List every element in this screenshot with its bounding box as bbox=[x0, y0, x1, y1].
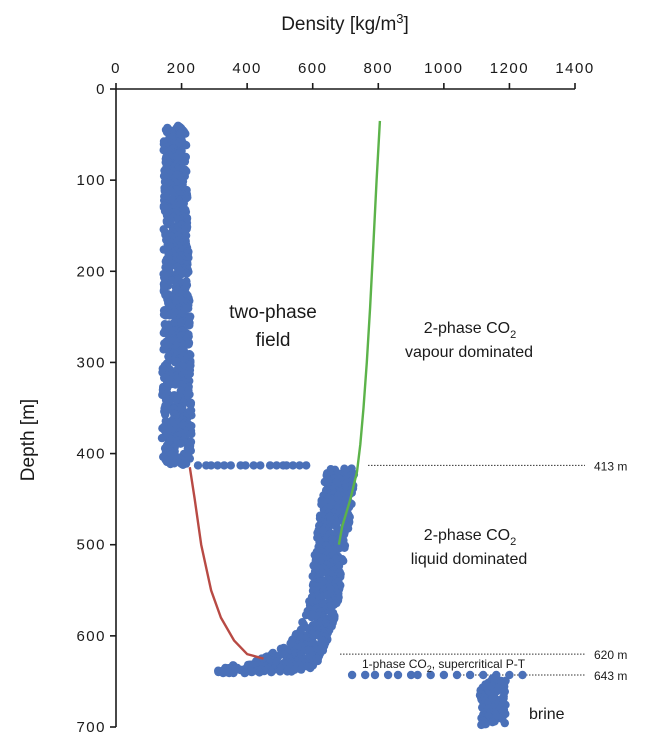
x-tick-label: 600 bbox=[298, 60, 328, 77]
y-tick-label: 500 bbox=[76, 537, 106, 554]
two-phase-label-line2: field bbox=[256, 330, 291, 351]
data-point bbox=[370, 670, 380, 680]
data-point bbox=[181, 141, 191, 150]
data-point bbox=[518, 670, 527, 680]
data-point bbox=[249, 461, 258, 470]
x-tick-label: 200 bbox=[167, 60, 197, 77]
x-tick-label: 1200 bbox=[490, 60, 529, 77]
data-point bbox=[182, 269, 191, 278]
data-point bbox=[479, 670, 488, 680]
depth-markers: 413 m 620 m 643 m bbox=[340, 459, 627, 683]
data-point bbox=[184, 320, 193, 329]
data-point bbox=[340, 543, 349, 552]
data-point bbox=[426, 670, 435, 680]
data-point bbox=[193, 461, 203, 470]
data-point bbox=[240, 668, 249, 678]
data-point bbox=[361, 670, 370, 680]
data-point bbox=[256, 461, 265, 470]
y-tick-label: 100 bbox=[76, 172, 106, 189]
vapour-boundary-curve bbox=[337, 120, 382, 545]
data-point bbox=[265, 461, 275, 470]
data-point bbox=[220, 461, 229, 470]
data-point bbox=[406, 670, 416, 680]
data-point bbox=[225, 668, 234, 678]
data-point bbox=[295, 461, 304, 470]
y-axis-title: Depth [m] bbox=[18, 399, 39, 481]
liquid-boundary-curve bbox=[188, 467, 264, 660]
data-point bbox=[465, 670, 475, 680]
x-tick-label: 0 bbox=[111, 60, 121, 77]
data-point bbox=[218, 668, 228, 678]
depth-marker-label: 643 m bbox=[594, 669, 627, 683]
data-point bbox=[255, 668, 264, 677]
data-point bbox=[452, 670, 462, 680]
data-point bbox=[297, 665, 306, 674]
data-point bbox=[159, 328, 168, 338]
measured-density-points bbox=[157, 121, 527, 730]
data-point bbox=[206, 461, 216, 470]
data-point bbox=[393, 670, 403, 680]
data-point bbox=[161, 410, 170, 419]
x-tick-label: 800 bbox=[364, 60, 394, 77]
vapour-label-line2: vapour dominated bbox=[405, 344, 533, 361]
two-phase-label-line1: two-phase bbox=[229, 302, 317, 323]
data-point bbox=[306, 663, 315, 673]
data-point bbox=[302, 461, 311, 470]
data-point bbox=[307, 612, 316, 622]
data-point bbox=[241, 461, 250, 470]
x-tick-label: 1400 bbox=[555, 60, 594, 77]
data-point bbox=[275, 667, 285, 676]
data-point bbox=[413, 670, 422, 680]
y-axis-ticks: 0 100 200 300 400 500 600 700 bbox=[76, 81, 116, 736]
x-tick-label: 400 bbox=[232, 60, 262, 77]
data-point bbox=[226, 461, 235, 470]
data-point bbox=[213, 461, 222, 470]
y-tick-label: 0 bbox=[96, 81, 106, 98]
data-point bbox=[282, 461, 291, 470]
data-point bbox=[439, 670, 449, 680]
data-point bbox=[383, 670, 393, 680]
model-curves bbox=[188, 120, 382, 660]
supercritical-label: 1-phase CO2, supercritical P-T bbox=[362, 657, 526, 674]
y-tick-label: 700 bbox=[76, 719, 106, 736]
data-point bbox=[500, 718, 509, 728]
y-tick-label: 600 bbox=[76, 628, 106, 645]
vapour-label-line1: 2-phase CO2 bbox=[424, 320, 516, 341]
data-point bbox=[171, 380, 180, 389]
x-tick-label: 1000 bbox=[424, 60, 463, 77]
x-axis-title: Density [kg/m3] bbox=[281, 11, 409, 35]
data-point bbox=[166, 459, 175, 469]
depth-marker-label: 620 m bbox=[594, 648, 627, 662]
data-point bbox=[477, 720, 486, 730]
y-tick-label: 400 bbox=[76, 446, 106, 463]
data-point bbox=[160, 426, 170, 436]
data-point bbox=[267, 668, 276, 677]
y-tick-label: 200 bbox=[76, 263, 106, 280]
brine-label: brine bbox=[529, 706, 565, 723]
data-point bbox=[283, 667, 292, 676]
liquid-label-line1: 2-phase CO2 bbox=[424, 527, 516, 548]
depth-marker-label: 413 m bbox=[594, 459, 627, 473]
data-point bbox=[177, 459, 186, 468]
data-point bbox=[347, 670, 357, 680]
data-point bbox=[159, 310, 169, 319]
x-axis-ticks: 0 200 400 600 800 1000 1200 1400 bbox=[111, 60, 594, 89]
data-point bbox=[488, 718, 497, 727]
data-point bbox=[272, 461, 281, 470]
liquid-label-line2: liquid dominated bbox=[411, 551, 528, 568]
y-tick-label: 300 bbox=[76, 354, 106, 371]
data-point bbox=[247, 667, 256, 677]
data-point bbox=[288, 461, 298, 470]
